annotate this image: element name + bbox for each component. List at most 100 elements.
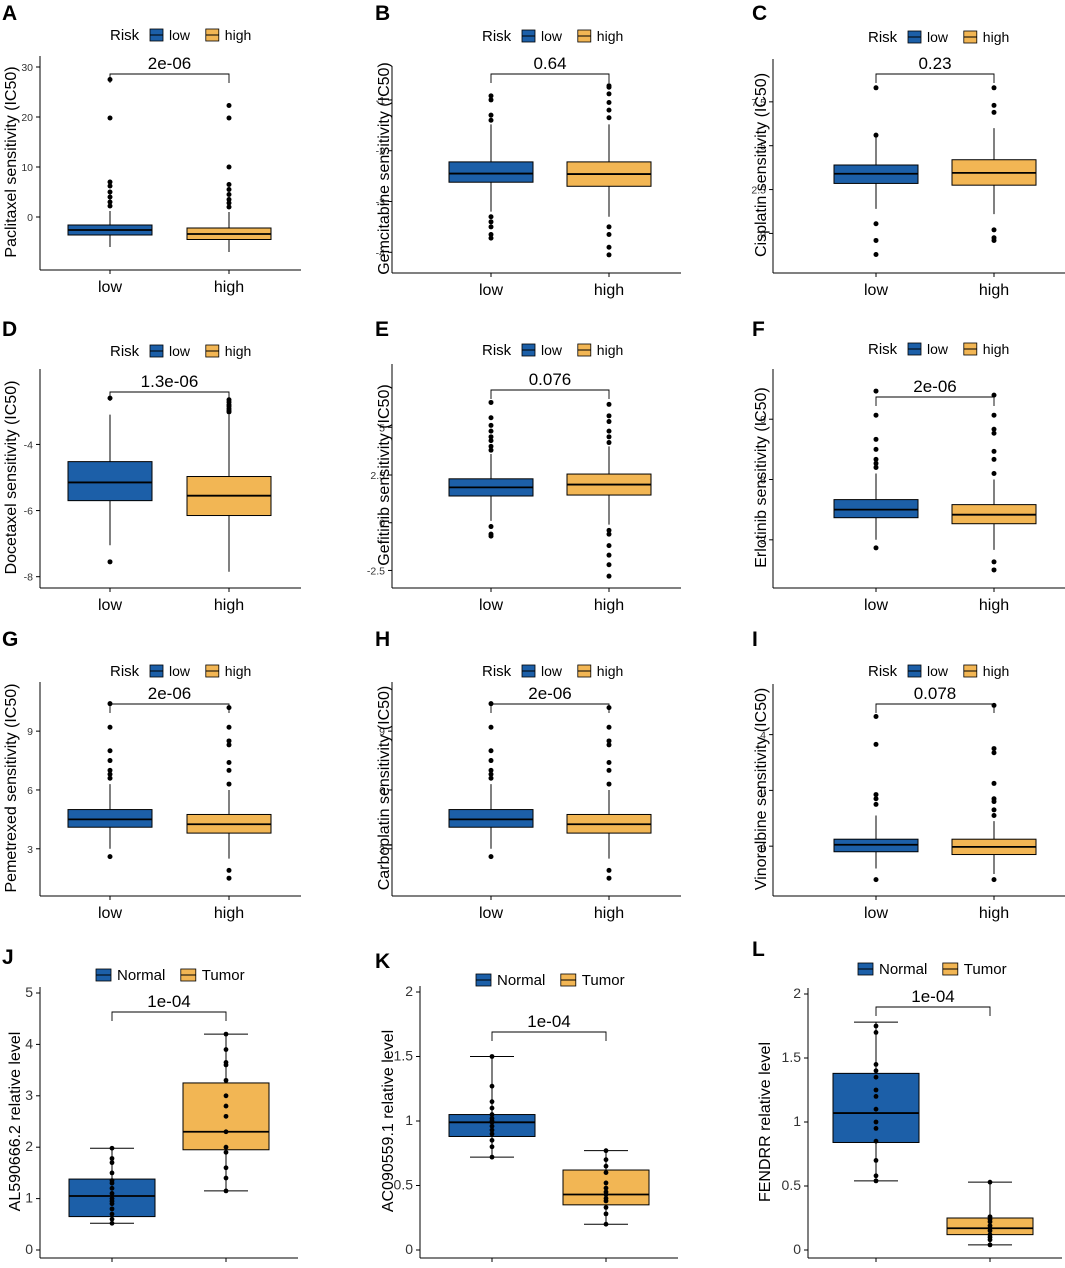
- outlier-point: [488, 232, 494, 238]
- data-point: [489, 1154, 495, 1160]
- data-point: [603, 1163, 609, 1169]
- data-point: [873, 1106, 879, 1112]
- significance-bracket: 2e-06: [109, 684, 230, 713]
- outlier-point: [991, 807, 997, 813]
- significance-bracket: 0.23: [875, 54, 995, 83]
- outlier-point: [991, 456, 997, 462]
- y-axis: 3 6 9 low high: [760, 369, 1065, 614]
- outlier-point: [488, 428, 494, 434]
- outlier-point: [488, 422, 494, 428]
- legend-label-high: high: [597, 663, 623, 679]
- y-axis-title: Vinorelbine sensitivity (IC50): [753, 688, 770, 890]
- x-tick-label: high: [979, 905, 1009, 922]
- legend-label-high: high: [983, 341, 1009, 357]
- outlier-point: [991, 102, 997, 108]
- y-tick-label: -3: [376, 197, 385, 209]
- data-point: [223, 1047, 229, 1052]
- data-point: [603, 1221, 609, 1227]
- y-tick-label: 3: [379, 844, 385, 856]
- outlier-point: [107, 767, 113, 773]
- box-high: [566, 83, 652, 258]
- outlier-point: [606, 531, 612, 537]
- outlier-point: [488, 854, 494, 860]
- data-point: [489, 1123, 495, 1129]
- panel-letter: E: [375, 318, 389, 341]
- outlier-point: [606, 562, 612, 568]
- legend-title: Risk: [482, 28, 512, 45]
- outlier-point: [488, 219, 494, 225]
- data-point: [603, 1189, 609, 1195]
- y-tick-label: 0: [379, 518, 385, 530]
- significance-bracket: 2e-06: [490, 684, 610, 713]
- legend-title: Risk: [110, 27, 140, 44]
- outlier-point: [226, 197, 232, 202]
- p-value: 1e-04: [147, 992, 190, 1011]
- outlier-point: [488, 112, 494, 118]
- x-tick-label: low: [479, 282, 503, 299]
- data-point: [873, 1158, 879, 1163]
- y-axis-title: Carboplatin sensitivity (IC50): [376, 686, 393, 891]
- legend-label-tumor: Tumor: [202, 967, 245, 984]
- outlier-point: [991, 227, 997, 233]
- outlier-point: [873, 456, 879, 462]
- legend-label-low: low: [927, 341, 949, 357]
- outlier-point: [606, 232, 612, 238]
- y-tick-label: 0: [793, 1241, 801, 1257]
- data-point: [873, 1173, 879, 1179]
- outlier-point: [991, 559, 997, 565]
- outlier-point: [991, 796, 997, 802]
- outlier-point: [873, 801, 879, 807]
- outlier-point: [873, 446, 879, 452]
- box-low: [448, 93, 534, 241]
- panel-d: D Risk low high -8 -6 -4 low high Docetaxel sensi…: [2, 318, 301, 614]
- y-axis: -4 -3 -2 -1 low high: [376, 66, 681, 299]
- legend: Risk low high: [110, 343, 251, 360]
- legend-label-low: low: [541, 28, 563, 44]
- data-point: [109, 1178, 115, 1184]
- outlier-point: [488, 399, 494, 405]
- outlier-point: [873, 796, 879, 802]
- data-point: [109, 1185, 115, 1191]
- outlier-point: [107, 771, 113, 777]
- bracket-line: [490, 73, 610, 83]
- y-tick-label: 3: [27, 844, 33, 856]
- data-point: [873, 1030, 879, 1035]
- x-tick-label: low: [864, 282, 888, 299]
- bracket-line: [109, 73, 230, 83]
- panel-l: L Normal Tumor 0 0.5 1 1.5 2 Normal Tumor FENDRR r…: [752, 938, 1062, 1268]
- box-normal: [68, 1145, 156, 1226]
- outlier-point: [226, 103, 232, 108]
- panel-a: A Risk low high 0 10 20 30 low high Paclitaxel sen…: [2, 2, 301, 296]
- outlier-point: [488, 748, 494, 754]
- outlier-point: [991, 430, 997, 436]
- legend-label-low: low: [169, 27, 191, 43]
- outlier-point: [606, 107, 612, 113]
- data-point: [489, 1116, 495, 1121]
- y-tick-label: 9: [27, 726, 33, 738]
- data-point: [489, 1137, 495, 1143]
- panel-letter: K: [375, 950, 390, 973]
- legend-label-normal: Normal: [879, 961, 927, 978]
- p-value: 1.3e-06: [141, 372, 199, 391]
- significance-bracket: 2e-06: [875, 377, 995, 406]
- outlier-point: [107, 199, 113, 205]
- data-point: [109, 1196, 115, 1201]
- y-axis: -4 0 4 low high: [757, 684, 1065, 922]
- data-point: [489, 1131, 495, 1137]
- data-point: [109, 1145, 115, 1151]
- y-tick-label: 1.5: [782, 1049, 802, 1065]
- box-high: [566, 705, 652, 881]
- data-point: [873, 1074, 879, 1080]
- data-point: [489, 1083, 495, 1089]
- legend-title: Risk: [868, 663, 898, 680]
- outlier-point: [488, 767, 494, 773]
- outlier-point: [606, 434, 612, 440]
- bracket-line: [875, 1006, 991, 1016]
- data-point: [603, 1157, 609, 1163]
- legend-label-low: low: [927, 663, 949, 679]
- significance-bracket: 0.078: [875, 684, 995, 713]
- box-low: [448, 701, 534, 860]
- legend: Risk low high: [868, 29, 1009, 46]
- legend-label-high: high: [225, 27, 251, 43]
